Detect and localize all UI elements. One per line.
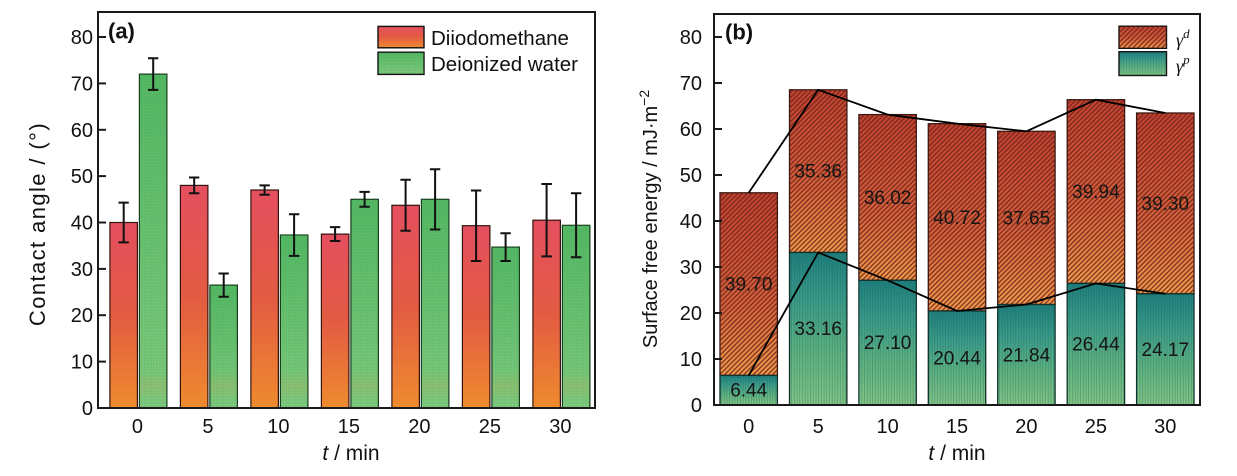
svg-text:30: 30 xyxy=(71,259,93,281)
svg-text:50: 50 xyxy=(71,166,93,188)
svg-text:25: 25 xyxy=(479,416,501,438)
svg-text:25: 25 xyxy=(1085,416,1107,438)
svg-text:20.44: 20.44 xyxy=(933,349,981,370)
svg-text:39.70: 39.70 xyxy=(725,275,773,296)
svg-text:33.16: 33.16 xyxy=(794,319,842,340)
svg-text:(a): (a) xyxy=(108,19,135,44)
svg-text:20: 20 xyxy=(71,305,93,327)
svg-text:30: 30 xyxy=(1154,416,1176,438)
svg-text:15: 15 xyxy=(338,416,360,438)
svg-text:70: 70 xyxy=(680,73,702,95)
svg-text:0: 0 xyxy=(82,398,93,420)
svg-text:40: 40 xyxy=(71,213,93,235)
svg-text:39.30: 39.30 xyxy=(1142,194,1190,215)
svg-text:37.65: 37.65 xyxy=(1003,208,1051,229)
svg-text:10: 10 xyxy=(680,349,702,371)
svg-text:15: 15 xyxy=(946,416,968,438)
svg-text:(b): (b) xyxy=(725,20,753,45)
svg-text:80: 80 xyxy=(680,27,702,49)
svg-text:Surface free energy / mJ·m−2: Surface free energy / mJ·m−2 xyxy=(636,90,662,348)
svg-text:60: 60 xyxy=(71,120,93,142)
svg-text:40.72: 40.72 xyxy=(933,208,981,229)
svg-text:21.84: 21.84 xyxy=(1003,345,1051,366)
svg-text:10: 10 xyxy=(71,352,93,374)
svg-text:24.17: 24.17 xyxy=(1142,340,1190,361)
svg-text:t / min: t / min xyxy=(928,442,985,465)
svg-text:70: 70 xyxy=(71,73,93,95)
svg-text:10: 10 xyxy=(267,416,289,438)
svg-text:5: 5 xyxy=(813,416,824,438)
svg-text:39.94: 39.94 xyxy=(1072,182,1120,203)
svg-text:20: 20 xyxy=(1015,416,1037,438)
svg-text:6.44: 6.44 xyxy=(730,381,767,402)
svg-text:0: 0 xyxy=(691,395,702,417)
svg-text:0: 0 xyxy=(132,416,143,438)
svg-text:30: 30 xyxy=(680,257,702,279)
svg-text:Diiodomethane: Diiodomethane xyxy=(431,27,569,50)
svg-text:26.44: 26.44 xyxy=(1072,335,1120,356)
svg-text:50: 50 xyxy=(680,165,702,187)
svg-text:t / min: t / min xyxy=(322,442,379,465)
svg-text:36.02: 36.02 xyxy=(864,188,912,209)
svg-text:20: 20 xyxy=(408,416,430,438)
svg-text:40: 40 xyxy=(680,211,702,233)
svg-text:30: 30 xyxy=(549,416,571,438)
svg-text:20: 20 xyxy=(680,303,702,325)
svg-text:10: 10 xyxy=(876,416,898,438)
svg-text:0: 0 xyxy=(743,416,754,438)
svg-text:27.10: 27.10 xyxy=(864,333,912,354)
svg-text:Contact angle / (°): Contact angle / (°) xyxy=(25,122,50,326)
svg-text:5: 5 xyxy=(202,416,213,438)
svg-text:Deionized water: Deionized water xyxy=(431,53,578,76)
svg-text:80: 80 xyxy=(71,27,93,49)
svg-text:35.36: 35.36 xyxy=(794,162,842,183)
svg-text:60: 60 xyxy=(680,119,702,141)
